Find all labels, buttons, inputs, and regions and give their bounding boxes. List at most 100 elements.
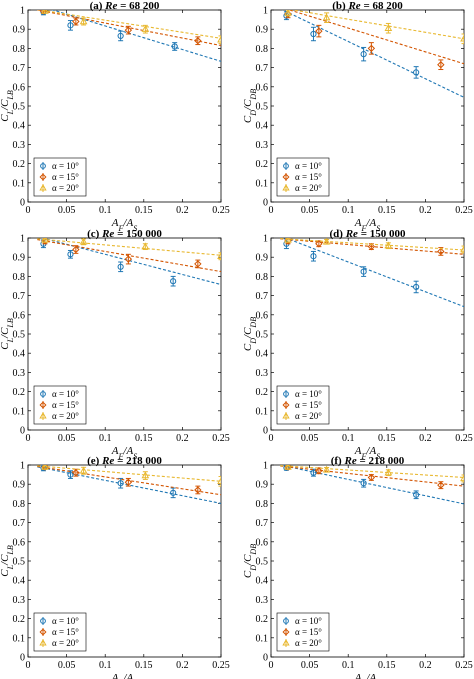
label-part: C [242,115,254,123]
x-tick-label: 0.25 [212,205,230,216]
y-tick-label: 0.3 [256,140,269,151]
series-a20 [37,465,221,487]
series-a10 [280,465,464,505]
data-point-diamond [367,473,376,482]
data-point-diamond [194,486,202,494]
legend: α = 10°α = 15°α = 20° [33,157,87,197]
label-part: A [368,445,376,457]
label-slash: / [0,561,11,566]
x-tick-label: 0.25 [212,660,230,671]
x-tick-label: 0 [26,660,31,671]
legend-label: α = 10° [295,161,322,171]
label-slash: / [242,334,254,339]
data-point-circle [117,263,124,270]
label-part: A [125,217,133,229]
legend-label: α = 15° [295,627,322,637]
x-tick-label: 0.2 [176,660,189,671]
title-value: = 218 000 [114,455,162,467]
x-axis-label: AF/AS [354,217,380,233]
x-tick-label: 0.1 [342,433,355,444]
data-point-triangle [41,238,49,243]
legend-label: α = 10° [52,616,79,626]
data-point-diamond [124,26,133,34]
legend-marker [282,638,290,646]
plot-area [280,465,464,505]
label-part: A [354,672,362,679]
y-tick-label: 1 [20,6,25,17]
label-subscript: F [361,224,367,233]
label-subscript: S [133,452,137,461]
legend-label: α = 15° [52,172,79,182]
legend-marker [40,618,46,624]
label-slash: / [122,217,127,229]
y-tick-label: 0.2 [256,159,269,170]
data-point-triangle [79,17,88,25]
fit-line [280,238,464,251]
data-point-circle [117,32,124,40]
y-tick-label: 0.4 [256,349,269,360]
data-point-diamond [437,481,445,489]
data-point-diamond [124,255,133,263]
title-value: = 68 200 [361,0,404,12]
legend-marker [283,391,289,397]
label-slash: / [242,561,254,566]
y-tick-label: 0.5 [13,330,26,341]
label-part: A [125,672,133,679]
data-point-circle [170,278,177,285]
y-tick-label: 1 [20,461,25,472]
y-tick-label: 0.2 [13,387,26,398]
x-tick-label: 0.15 [135,660,153,671]
data-point-triangle [460,34,464,42]
y-tick-label: 0.1 [256,633,269,644]
series-a20 [284,10,464,45]
data-point-triangle [322,465,331,473]
y-tick-label: 0.4 [256,121,269,132]
label-subscript: LB [6,318,15,328]
label-slash: / [365,672,370,679]
plot-area [281,10,464,98]
y-tick-label: 0.5 [13,557,26,568]
fit-line [37,238,221,256]
label-part: A [368,217,376,229]
y-tick-label: 0.9 [13,25,26,36]
data-point-diamond [367,242,376,251]
data-point-triangle [217,252,221,259]
x-tick-label: 0.15 [135,433,153,444]
y-tick-label: 0.1 [13,178,26,189]
x-tick-label: 0.25 [455,205,473,216]
x-axis-label: AF/AS [354,445,380,461]
y-tick-label: 0.2 [13,614,26,625]
x-tick-label: 0.25 [212,433,230,444]
legend: α = 10°α = 15°α = 20° [276,385,330,425]
y-tick-label: 0 [20,653,25,664]
y-tick-label: 0.1 [13,633,26,644]
plot-area [37,238,221,287]
legend: α = 10°α = 15°α = 20° [33,385,87,425]
label-part: A [125,445,133,457]
label-part: A [111,445,119,457]
data-point-diamond [367,44,376,53]
y-axis-label: CL/CLB [0,545,15,577]
label-part: A [354,445,362,457]
y-tick-label: 0.8 [13,499,26,510]
legend-marker [283,163,289,169]
x-tick-label: 0.05 [301,205,319,216]
title-re: Re [101,228,114,240]
y-tick-label: 0 [263,426,268,437]
y-tick-label: 0.4 [256,576,269,587]
legend-marker [39,401,47,409]
label-part: A [368,672,376,679]
legend-label: α = 15° [52,627,79,637]
chart-panel-b: 0 0.05 0.1 0.15 0.2 0.25 0 0.1 0.2 0.3 0.4 0.5 0.6 0.… [242,0,473,233]
x-tick-label: 0.05 [301,660,319,671]
title-re: Re [101,455,114,467]
x-tick-label: 0.05 [58,205,76,216]
legend-label: α = 20° [295,411,322,421]
y-tick-label: 0 [20,198,25,209]
label-part: C [0,99,11,107]
chart-panel-e: 0 0.05 0.1 0.15 0.2 0.25 0 0.1 0.2 0.3 0.4 0.5 0.6 0.… [0,455,230,679]
data-point-circle [310,253,317,260]
y-tick-label: 0.7 [256,63,269,74]
legend-label: α = 10° [52,389,79,399]
